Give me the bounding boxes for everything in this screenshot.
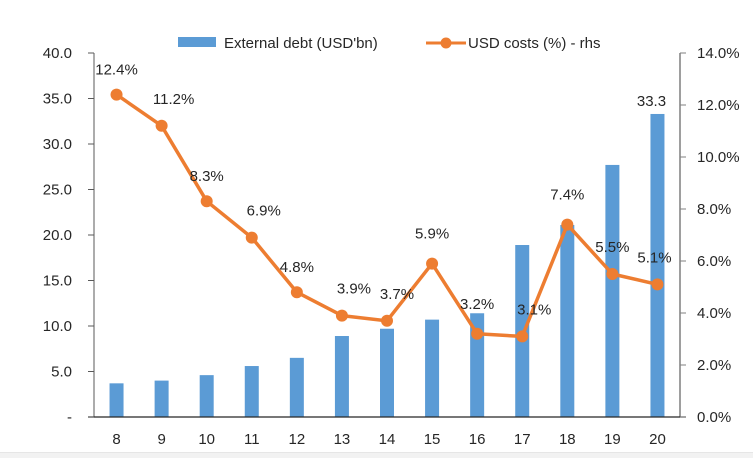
bar-data-label-20: 33.3 [637,93,666,110]
left-tick-label: 25.0 [43,182,72,199]
right-tick-label: 12.0% [697,97,740,114]
x-tick-label: 16 [469,431,486,448]
usd-costs-label-17: 3.1% [517,301,551,318]
left-tick-label: - [67,409,72,426]
left-tick-label: 15.0 [43,273,72,290]
bar-11 [244,366,259,417]
x-tick-label: 13 [334,431,351,448]
usd-costs-point-15 [426,257,439,270]
left-tick-label: 35.0 [43,91,72,108]
usd-costs-label-20: 5.1% [637,249,671,266]
usd-costs-label-14: 3.7% [380,286,414,303]
bar-13 [334,336,349,417]
bar-15 [425,319,440,417]
bar-20 [650,113,665,417]
usd-costs-point-14 [381,314,393,327]
legend: External debt (USD'bn) USD costs (%) - r… [178,35,601,52]
bar-9 [154,380,169,417]
axes: - 5.0 10.0 15.0 20.0 25.0 30.0 35.0 40.0 0.0% 2.0%… [43,45,740,448]
x-tick-label: 8 [112,431,120,448]
usd-costs-label-9: 11.2% [153,91,194,108]
usd-costs-point-11 [245,231,258,244]
x-tick-label: 12 [289,431,306,448]
usd-costs-point-13 [335,309,348,322]
right-tick-label: 2.0% [697,357,731,374]
x-tick-label: 20 [649,431,666,448]
usd-costs-point-10 [200,195,213,208]
usd-costs-point-16 [471,327,484,340]
bar-14 [380,328,394,417]
left-tick-label: 20.0 [43,227,72,244]
usd-costs-point-17 [516,330,529,343]
bar-19 [605,164,620,417]
right-tick-label: 6.0% [697,253,731,270]
usd-costs-label-8: 12.4% [95,62,138,79]
usd-costs-label-11: 6.9% [247,203,281,220]
right-tick-label: 14.0% [697,45,740,62]
legend-marker-usd-costs [440,37,452,49]
x-tick-label: 9 [157,431,165,448]
x-tick-label: 17 [514,431,531,448]
usd-costs-point-9 [155,119,168,132]
usd-costs-point-19 [606,268,619,280]
usd-costs-point-20 [651,278,664,291]
usd-costs-point-12 [290,286,303,299]
usd-costs-label-19: 5.5% [595,239,629,256]
bar-16 [470,313,485,417]
x-tick-label: 18 [559,431,576,448]
right-tick-label: 10.0% [697,149,740,166]
usd-costs-point-18 [561,218,574,231]
usd-costs-label-12: 4.8% [280,259,314,276]
right-tick-label: 8.0% [697,201,731,218]
left-tick-label: 5.0 [51,364,72,381]
x-tick-label: 10 [198,431,215,448]
usd-costs-point-8 [110,88,123,101]
x-tick-label: 19 [604,431,621,448]
line-series-usd-costs [110,88,664,343]
usd-costs-label-16: 3.2% [460,296,494,313]
right-tick-label: 0.0% [697,409,731,426]
left-tick-label: 30.0 [43,136,72,153]
x-tick-label: 11 [244,431,260,448]
legend-swatch-external-debt [178,37,216,47]
left-tick-label: 10.0 [43,318,72,335]
bar-18 [560,224,575,417]
legend-label-usd-costs: USD costs (%) - rhs [468,35,601,52]
bar-series-external-debt [109,113,665,417]
bottom-divider [0,452,753,458]
usd-costs-label-15: 5.9% [415,226,449,243]
bar-12 [289,357,304,417]
bar-8 [109,383,124,417]
x-tick-label: 14 [379,431,396,448]
right-tick-label: 4.0% [697,305,731,322]
usd-costs-label-18: 7.4% [550,187,584,204]
bar-10 [199,375,214,417]
usd-costs-label-13: 3.9% [337,281,371,298]
x-tick-label: 15 [424,431,441,448]
data-labels: 33.3 12.4% 11.2% 8.3% 6.9% 4.8% 3.9% 3.7% 5.9% 3.… [95,62,671,319]
left-tick-label: 40.0 [43,45,72,62]
legend-label-external-debt: External debt (USD'bn) [224,35,378,52]
usd-costs-label-10: 8.3% [190,168,224,185]
